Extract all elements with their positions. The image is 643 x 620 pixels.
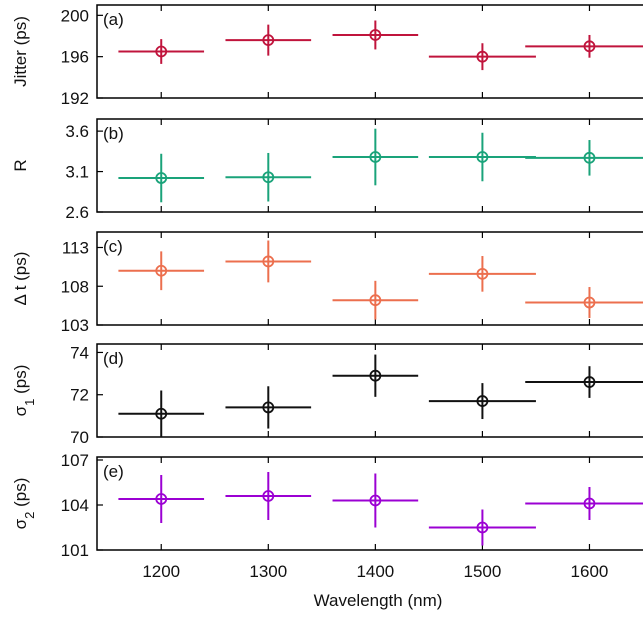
y-tick-label: 192	[61, 89, 89, 108]
y-tick-label: 74	[70, 343, 89, 362]
point-marker	[369, 294, 382, 307]
point-marker	[262, 34, 275, 47]
x-tick-label: 1600	[571, 562, 609, 581]
panel-d: 70 72 74 (d) σ1 (ps)	[11, 343, 643, 447]
panel-e: 101 104 107 (e) σ2 (ps)	[11, 451, 643, 560]
y-axis-title: Δ t (ps)	[11, 252, 30, 306]
x-tick-label: 1500	[463, 562, 501, 581]
point-marker	[369, 151, 382, 163]
point-marker	[155, 45, 168, 58]
y-tick-label: 2.6	[65, 203, 89, 222]
point-marker	[583, 376, 596, 388]
panel-a: 192 196 200 (a) Jitter (ps)	[11, 4, 643, 108]
data-point	[225, 24, 312, 56]
y-axis-title: σ2 (ps)	[11, 478, 37, 530]
point-marker	[262, 255, 275, 268]
panel-tag: (b)	[103, 124, 124, 143]
point-marker	[155, 172, 168, 184]
y-tick-label: 72	[70, 386, 89, 405]
point-marker	[262, 171, 275, 184]
data-point	[525, 366, 643, 398]
plot-frame	[96, 4, 643, 99]
data-point	[525, 34, 643, 58]
plot-frame	[96, 456, 643, 551]
y-axis-title: Jitter (ps)	[11, 16, 30, 87]
data-point	[332, 128, 419, 186]
plot-frame	[96, 231, 643, 326]
data-point	[118, 251, 205, 291]
point-marker	[155, 493, 168, 505]
panel-c: 103 108 113 (c) Δ t (ps)	[11, 231, 643, 335]
panel-tag: (e)	[103, 462, 124, 481]
y-tick-label: 103	[61, 316, 89, 335]
data-point	[118, 390, 205, 437]
data-point	[225, 152, 312, 202]
point-marker	[583, 497, 596, 510]
data-point	[332, 354, 419, 397]
data-point	[332, 20, 419, 50]
point-marker	[262, 401, 275, 414]
y-axis-title: R	[11, 159, 30, 171]
point-marker	[369, 369, 382, 382]
data-point	[428, 383, 536, 420]
plot-frame	[96, 118, 643, 213]
y-tick-label: 104	[61, 496, 89, 515]
data-point	[428, 43, 536, 71]
point-marker	[583, 151, 596, 164]
x-axis-title: Wavelength (nm)	[314, 591, 443, 610]
data-point	[225, 472, 312, 520]
data-point	[428, 509, 536, 546]
x-tick-label: 1200	[142, 562, 180, 581]
data-point	[118, 153, 205, 203]
point-marker	[476, 395, 489, 407]
y-tick-label: 107	[61, 451, 89, 470]
data-point	[225, 386, 312, 429]
point-marker	[369, 494, 382, 507]
point-marker	[583, 40, 596, 53]
point-marker	[476, 521, 489, 534]
data-point	[525, 287, 643, 319]
point-marker	[476, 151, 489, 163]
point-marker	[155, 264, 168, 277]
data-point	[428, 132, 536, 182]
x-tick-label: 1300	[249, 562, 287, 581]
point-marker	[583, 296, 596, 309]
point-marker	[155, 407, 168, 420]
data-point	[225, 240, 312, 283]
y-tick-label: 200	[61, 6, 89, 25]
y-tick-label: 196	[61, 48, 89, 67]
point-marker	[476, 50, 489, 63]
y-tick-label: 108	[61, 277, 89, 296]
panel-tag: (c)	[103, 237, 123, 256]
y-tick-label: 70	[70, 428, 89, 447]
data-point	[525, 487, 643, 520]
point-marker	[262, 490, 275, 502]
data-point	[428, 256, 536, 292]
data-point	[332, 473, 419, 528]
y-tick-label: 113	[62, 239, 89, 258]
data-point	[118, 39, 205, 64]
x-tick-label: 1400	[356, 562, 394, 581]
panel-b: 2.6 3.1 3.6 (b) R	[11, 118, 643, 222]
y-tick-label: 101	[61, 541, 89, 560]
plot-frame	[96, 343, 643, 438]
panel-tag: (a)	[103, 10, 124, 29]
y-tick-label: 3.6	[65, 122, 89, 141]
data-point	[525, 140, 643, 176]
y-axis-title: σ1 (ps)	[11, 365, 37, 417]
panel-tag: (d)	[103, 349, 124, 368]
data-point	[118, 475, 205, 523]
data-point	[332, 280, 419, 320]
point-marker	[476, 267, 489, 280]
y-tick-label: 3.1	[65, 163, 89, 182]
point-marker	[369, 29, 382, 41]
